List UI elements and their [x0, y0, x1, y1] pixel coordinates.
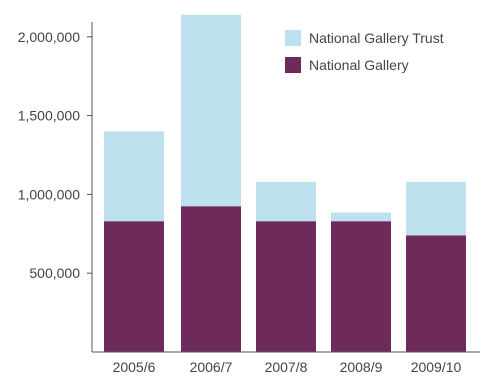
y-tick-label: 500,000	[29, 265, 80, 281]
legend-label: National Gallery	[309, 57, 409, 73]
bar-national-gallery-trust-2009-10	[406, 181, 466, 236]
bar-national-gallery-trust-2006-7	[181, 14, 241, 207]
bar-national-gallery-2007-8	[256, 221, 316, 352]
bar-national-gallery-trust-2008-9	[331, 212, 391, 222]
x-tick-label: 2006/7	[190, 359, 233, 375]
bars-group	[104, 14, 466, 352]
bar-national-gallery-trust-2007-8	[256, 181, 316, 222]
y-tick-label: 1,500,000	[18, 108, 80, 124]
x-tick-label: 2005/6	[113, 359, 156, 375]
bar-national-gallery-trust-2005-6	[104, 131, 164, 222]
x-tick-label: 2008/9	[340, 359, 383, 375]
bar-national-gallery-2008-9	[331, 221, 391, 352]
y-tick-label: 2,000,000	[18, 29, 80, 45]
y-axis-ticks: 500,000 1,000,000 1,500,000 2,000,000	[18, 29, 92, 281]
bar-national-gallery-2009-10	[406, 235, 466, 352]
legend-swatch	[285, 30, 301, 46]
bar-national-gallery-2006-7	[181, 206, 241, 352]
x-tick-label: 2007/8	[265, 359, 308, 375]
bar-national-gallery-2005-6	[104, 221, 164, 352]
legend-label: National Gallery Trust	[309, 30, 444, 46]
y-tick-label: 1,000,000	[18, 186, 80, 202]
x-axis-ticks: 2005/6 2006/7 2007/8 2008/9 2009/10	[113, 359, 462, 375]
legend-swatch	[285, 57, 301, 73]
legend: National Gallery Trust National Gallery	[285, 30, 444, 73]
x-tick-label: 2009/10	[411, 359, 462, 375]
